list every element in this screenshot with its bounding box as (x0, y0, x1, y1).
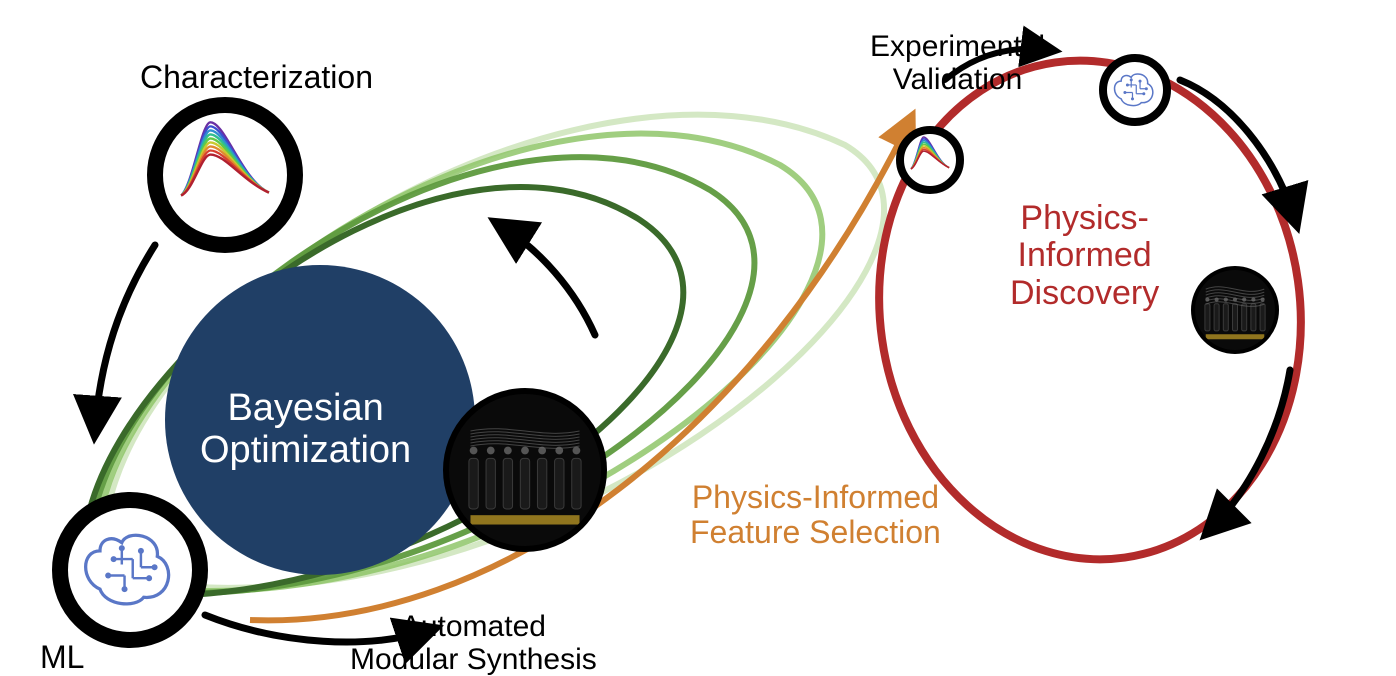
node-right_spectrum (900, 130, 960, 190)
label-physics_informed_feature_selection: Physics-Informed Feature Selection (690, 480, 941, 550)
label-automated_modular_synthesis: Automated Modular Synthesis (350, 610, 597, 676)
node-right_brain (1103, 58, 1167, 122)
label-experimental_validation: Experimental Validation (870, 30, 1045, 96)
flow-arrow (1210, 370, 1290, 530)
node-characterization (155, 105, 295, 245)
node-right_machine (1193, 268, 1277, 352)
node-ml (60, 500, 200, 640)
label-bayesian_optimization: Bayesian Optimization (200, 388, 411, 472)
flow-arrow (500, 225, 595, 335)
label-ml: ML (40, 640, 84, 675)
label-physics_informed_discovery: Physics- Informed Discovery (1010, 200, 1159, 312)
node-synthesis (446, 391, 604, 549)
label-characterization: Characterization (140, 60, 373, 95)
